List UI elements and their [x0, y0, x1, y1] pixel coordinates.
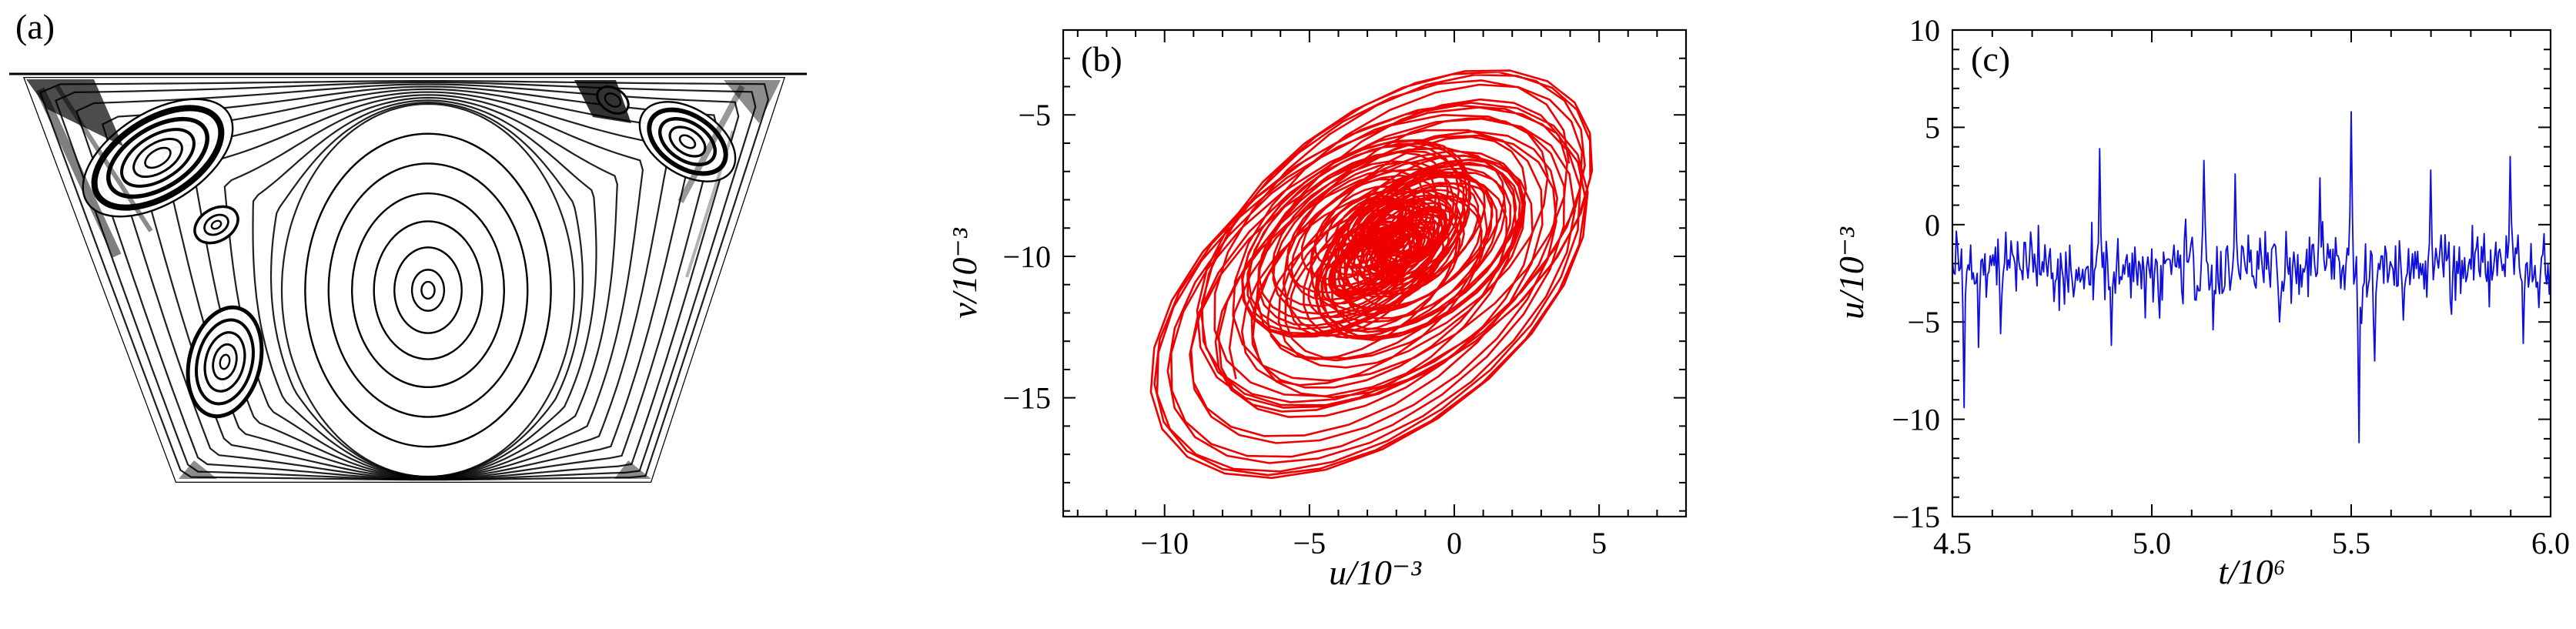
dense-streamline-streak	[677, 85, 745, 203]
secondary-vortex-ring	[195, 318, 255, 406]
secondary-vortex-ring	[203, 213, 229, 236]
primary-vortex-streamline	[161, 91, 670, 480]
secondary-vortex-ring	[212, 343, 238, 381]
primary-vortex-ring	[373, 220, 483, 360]
primary-vortex-streamline	[280, 102, 576, 478]
secondary-vortex-ring	[638, 101, 737, 182]
dense-streamline-streak	[55, 85, 153, 233]
primary-vortex-ring	[420, 280, 436, 300]
secondary-vortex-ring	[186, 305, 264, 419]
phase-portrait-axes: −10 −5 0 5 −5 −10 −15	[1002, 28, 1688, 560]
phase-portrait-frame	[1062, 28, 1688, 518]
panel-b-x-axis-label: u/10⁻³	[1329, 553, 1421, 592]
secondary-vortex-ring	[657, 116, 718, 167]
panel-c-x-axis-label: t/10⁶	[2218, 552, 2286, 591]
primary-vortex-streamline	[223, 96, 618, 479]
x-tick-label: −5	[1293, 526, 1326, 560]
y-tick-label: −10	[1002, 239, 1051, 274]
time-series-frame	[1951, 28, 2552, 518]
dense-streamline-patch	[179, 460, 217, 479]
secondary-vortex-ring	[678, 134, 697, 149]
primary-vortex-ring	[410, 269, 446, 312]
primary-vortex-streamline	[269, 101, 584, 478]
phase-trajectory-line	[1149, 69, 1594, 480]
y-tick-label: −10	[1892, 403, 1940, 437]
secondary-vortex-ring	[132, 137, 183, 179]
primary-vortex-ring	[393, 246, 463, 334]
panel-a-label: (a)	[15, 7, 55, 46]
panel-b-y-axis-label: v/10⁻³	[945, 228, 984, 319]
primary-vortex-streamline	[252, 99, 597, 478]
dense-streamline-patch	[724, 80, 781, 123]
secondary-vortex-ring	[203, 331, 246, 393]
panel-c-y-axis-label: u/10⁻³	[1832, 227, 1871, 320]
y-tick-label: −15	[1002, 381, 1051, 416]
dense-streamline-patch	[26, 79, 123, 146]
x-tick-label: 6.0	[2531, 526, 2570, 560]
x-tick-label: 4.5	[1933, 526, 1972, 560]
secondary-vortex-ring	[668, 125, 707, 158]
vortex-backing	[188, 307, 262, 417]
time-series-axes: 4.5 5.0 5.5 6.0 10 5 0 −5 −10 −15	[1892, 13, 2570, 560]
secondary-vortex-ring	[647, 107, 728, 176]
dense-streamline-streak	[35, 87, 122, 258]
primary-vortex-streamline	[130, 88, 695, 480]
primary-vortex-ring	[351, 192, 506, 389]
primary-vortex-streamline	[38, 80, 770, 481]
y-tick-label: 0	[1925, 208, 1940, 243]
secondary-vortex-ring	[91, 105, 225, 211]
y-tick-label: −5	[1907, 305, 1940, 340]
streamline-plot	[9, 72, 807, 483]
y-tick-label: −15	[1892, 500, 1940, 534]
x-tick-label: 5.5	[2332, 526, 2370, 560]
dense-streamline-patch	[614, 460, 651, 479]
secondary-vortex-ring	[210, 219, 222, 230]
primary-vortex-streamline	[75, 83, 740, 480]
secondary-vortex-ring	[193, 205, 239, 245]
secondary-vortex-ring	[105, 116, 210, 199]
x-tick-label: 0	[1447, 526, 1462, 560]
y-tick-label: 5	[1925, 110, 1940, 145]
primary-vortex-streamline	[192, 94, 644, 479]
primary-vortex-ring	[304, 132, 552, 448]
x-tick-label: −10	[1140, 526, 1189, 560]
x-tick-label: 5.0	[2133, 526, 2171, 560]
cavity-interior	[23, 77, 785, 483]
secondary-vortex-ring	[120, 128, 196, 188]
dense-streamline-streak	[685, 130, 734, 278]
primary-vortex-ring	[327, 162, 529, 418]
vortex-backing	[194, 206, 239, 243]
y-tick-label: 10	[1909, 13, 1940, 48]
secondary-vortex-ring	[144, 146, 172, 169]
secondary-vortex-ring	[82, 98, 234, 218]
y-tick-label: −5	[1018, 98, 1051, 132]
secondary-vortex-ring	[219, 353, 231, 370]
primary-vortex-streamline	[101, 85, 718, 480]
primary-vortex-streamline	[55, 81, 757, 481]
x-tick-label: 5	[1591, 526, 1607, 560]
panel-c-label: (c)	[1971, 39, 2011, 79]
dense-streamline-patch	[574, 80, 631, 123]
time-series-line	[1953, 111, 2550, 443]
vortex-backing	[82, 99, 233, 217]
panel-b-label: (b)	[1081, 39, 1122, 79]
